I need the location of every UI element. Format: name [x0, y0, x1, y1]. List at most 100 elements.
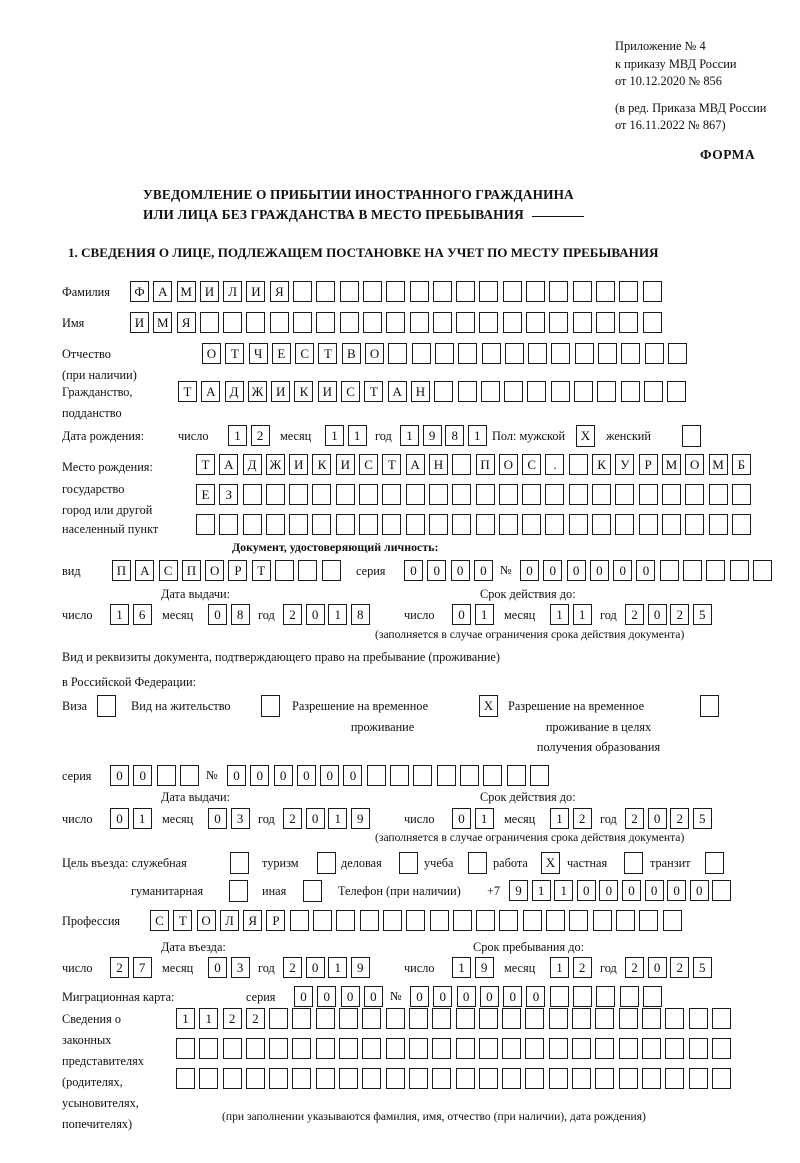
char-cell[interactable]: 9 [350, 957, 370, 978]
purpose-private-checkbox[interactable] [624, 852, 643, 874]
char-cell[interactable]: 0 [305, 957, 325, 978]
char-cell[interactable] [265, 484, 285, 505]
char-cell[interactable] [432, 312, 452, 333]
char-cell[interactable]: 0 [110, 765, 129, 786]
char-cell[interactable]: 1 [228, 425, 247, 446]
char-cell[interactable]: 0 [613, 560, 633, 581]
char-cell[interactable] [432, 1068, 452, 1089]
char-cell[interactable] [644, 343, 664, 364]
char-cell[interactable] [661, 514, 681, 535]
char-cell[interactable]: Б [731, 454, 751, 475]
char-cell[interactable]: 1 [328, 604, 348, 625]
char-cell[interactable] [475, 484, 495, 505]
char-cell[interactable] [506, 765, 526, 786]
char-cell[interactable] [359, 910, 379, 931]
char-cell[interactable] [498, 514, 518, 535]
char-cell[interactable]: Ж [247, 381, 267, 402]
char-cell[interactable] [597, 381, 617, 402]
char-cell[interactable]: П [181, 560, 201, 581]
char-cell[interactable] [479, 312, 499, 333]
char-cell[interactable] [659, 560, 679, 581]
purpose-other-checkbox[interactable] [303, 880, 322, 902]
char-cell[interactable]: 0 [479, 986, 499, 1007]
char-cell[interactable]: К [294, 381, 314, 402]
char-cell[interactable] [245, 1038, 265, 1059]
char-cell[interactable] [711, 1038, 731, 1059]
char-cell[interactable] [388, 343, 408, 364]
char-cell[interactable]: 0 [473, 560, 493, 581]
char-cell[interactable] [642, 986, 662, 1007]
birth-place-cells-row3[interactable] [196, 514, 751, 535]
char-cell[interactable]: 8 [230, 604, 250, 625]
char-cell[interactable] [592, 910, 612, 931]
char-cell[interactable] [708, 484, 728, 505]
char-cell[interactable] [386, 312, 406, 333]
visa-checkbox[interactable] [97, 695, 116, 717]
char-cell[interactable]: С [522, 454, 542, 475]
char-cell[interactable] [731, 484, 751, 505]
char-cell[interactable]: 0 [543, 560, 563, 581]
char-cell[interactable]: 1 [474, 808, 494, 829]
char-cell[interactable]: 0 [566, 560, 586, 581]
char-cell[interactable] [298, 560, 318, 581]
char-cell[interactable] [527, 381, 547, 402]
char-cell[interactable] [428, 484, 448, 505]
char-cell[interactable] [316, 281, 336, 302]
char-cell[interactable]: 2 [670, 604, 690, 625]
temp-residence-checkbox[interactable]: X [479, 695, 498, 717]
char-cell[interactable] [592, 484, 612, 505]
char-cell[interactable]: З [219, 484, 239, 505]
purpose-study-checkbox[interactable] [468, 852, 487, 874]
char-cell[interactable] [292, 1038, 312, 1059]
char-cell[interactable] [313, 910, 333, 931]
char-cell[interactable] [522, 910, 542, 931]
char-cell[interactable] [362, 312, 382, 333]
char-cell[interactable]: О [685, 454, 705, 475]
char-cell[interactable]: Е [196, 484, 215, 505]
char-cell[interactable] [618, 1038, 638, 1059]
char-cell[interactable] [242, 484, 262, 505]
char-cell[interactable] [661, 484, 681, 505]
char-cell[interactable] [665, 1008, 685, 1029]
char-cell[interactable] [619, 986, 639, 1007]
char-cell[interactable] [545, 514, 565, 535]
char-cell[interactable] [359, 484, 379, 505]
char-cell[interactable] [595, 1038, 615, 1059]
char-cell[interactable] [316, 312, 336, 333]
char-cell[interactable] [406, 910, 426, 931]
char-cell[interactable]: Т [251, 560, 271, 581]
char-cell[interactable] [525, 1038, 545, 1059]
char-cell[interactable]: И [246, 281, 266, 302]
char-cell[interactable] [618, 1008, 638, 1029]
char-cell[interactable]: 1 [199, 1008, 219, 1029]
char-cell[interactable] [315, 1038, 335, 1059]
char-cell[interactable]: О [202, 343, 221, 364]
char-cell[interactable] [362, 1038, 382, 1059]
char-cell[interactable]: 0 [621, 880, 641, 901]
char-cell[interactable] [385, 1068, 405, 1089]
char-cell[interactable]: М [708, 454, 728, 475]
char-cell[interactable] [386, 281, 406, 302]
char-cell[interactable]: 1 [452, 957, 471, 978]
char-cell[interactable]: Я [176, 312, 196, 333]
char-cell[interactable]: Н [428, 454, 448, 475]
char-cell[interactable] [196, 514, 215, 535]
char-cell[interactable] [638, 484, 658, 505]
char-cell[interactable] [335, 514, 355, 535]
char-cell[interactable] [385, 1038, 405, 1059]
char-cell[interactable]: 1 [132, 808, 152, 829]
char-cell[interactable]: 0 [452, 604, 471, 625]
char-cell[interactable]: Л [219, 910, 239, 931]
char-cell[interactable] [382, 514, 402, 535]
char-cell[interactable] [452, 454, 472, 475]
char-cell[interactable]: Р [228, 560, 248, 581]
char-cell[interactable]: 1 [347, 425, 367, 446]
char-cell[interactable] [476, 910, 496, 931]
char-cell[interactable] [546, 910, 566, 931]
char-cell[interactable] [504, 343, 524, 364]
